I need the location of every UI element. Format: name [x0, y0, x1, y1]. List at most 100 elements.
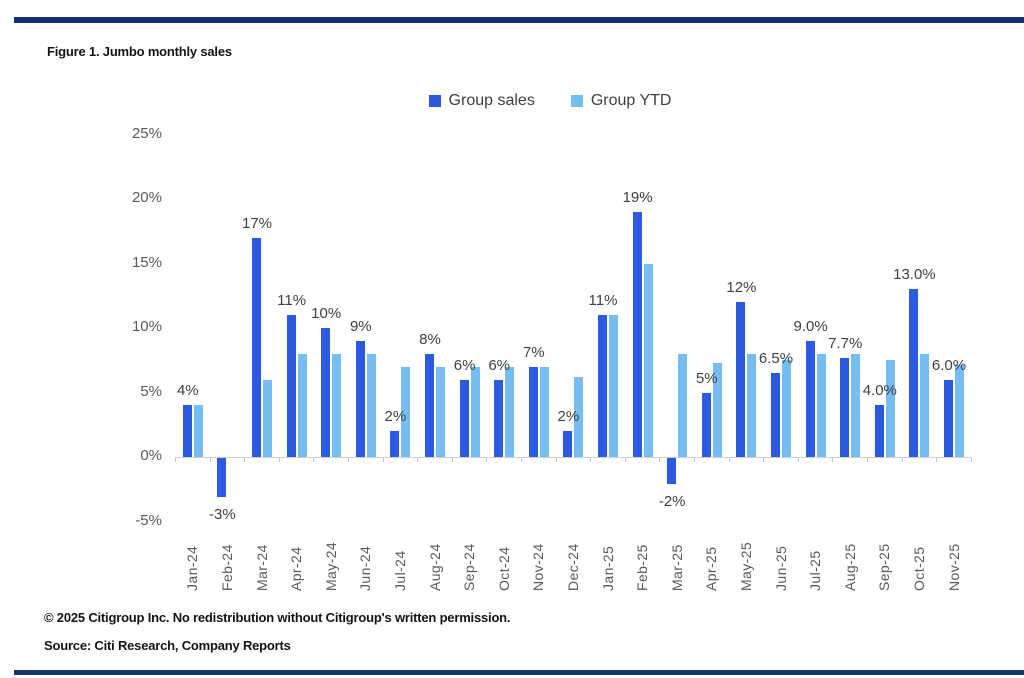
bar-group-sales [528, 366, 538, 457]
x-axis-category-label: Sep-24 [461, 543, 478, 591]
data-label: 4.0% [862, 382, 897, 400]
x-axis-category-label: Oct-24 [495, 546, 512, 591]
x-axis-category-label: Aug-25 [841, 543, 858, 591]
bar-group-ytd [816, 353, 826, 457]
x-axis-tick [901, 457, 903, 462]
x-axis-category-label: Jun-24 [357, 545, 374, 591]
x-axis-category-label: Apr-25 [703, 546, 720, 591]
x-axis-tick [867, 457, 868, 462]
bar-group-sales [771, 373, 780, 457]
x-axis-tick [694, 457, 695, 462]
data-label: 9% [349, 317, 372, 335]
bar-group-ytd [436, 366, 445, 457]
bar-group-sales [459, 379, 469, 457]
bar-group-ytd [332, 353, 342, 457]
bar-group-sales [874, 405, 884, 457]
bar-group-sales [286, 315, 296, 457]
bar-group-sales [667, 458, 677, 484]
data-label: 2% [384, 408, 407, 426]
x-axis-category-label: Jul-24 [391, 550, 408, 591]
bar-group-sales [252, 237, 261, 457]
bar-group-sales [701, 392, 711, 457]
x-axis-category-label: Aug-24 [426, 543, 443, 591]
y-axis-tick-label: -5% [135, 511, 162, 529]
x-axis-tick [728, 457, 730, 462]
x-axis-tick [313, 457, 315, 462]
bar-group-sales [425, 353, 434, 457]
bar-group-sales [840, 357, 850, 457]
legend-label-group-ytd: Group YTD [590, 92, 672, 109]
bar-group-sales [805, 340, 815, 457]
x-axis-tick [175, 457, 176, 462]
y-axis-tick-label: 10% [131, 318, 162, 335]
x-axis-tick [832, 457, 834, 462]
bar-group-ytd [539, 366, 549, 457]
bar-group-sales [390, 431, 400, 457]
bar-group-sales [321, 328, 331, 457]
bar-group-ytd [712, 362, 722, 457]
x-axis-tick [521, 457, 522, 462]
data-label: 19% [622, 188, 653, 206]
data-label: 6% [453, 356, 476, 374]
copyright-text: © 2025 Citigroup Inc. No redistribution … [44, 610, 511, 625]
data-label: 7.7% [828, 334, 863, 352]
x-axis-tick [244, 457, 246, 462]
bar-group-ytd [885, 360, 895, 457]
bar-group-ytd [297, 353, 307, 457]
bar-group-ytd [609, 315, 618, 457]
x-axis-category-label: Jan-24 [184, 545, 201, 591]
x-axis-category-label: Jan-25 [599, 545, 616, 591]
bar-group-sales [909, 289, 919, 457]
x-axis-category-label: Mar-25 [668, 544, 685, 591]
x-axis-tick [659, 457, 661, 462]
x-axis-category-label: Sep-25 [876, 543, 893, 591]
data-label: 12% [726, 279, 757, 297]
y-axis-tick-label: 20% [131, 189, 162, 206]
bar-group-ytd [193, 405, 203, 457]
x-axis-category-label: Dec-24 [564, 543, 581, 591]
bar-group-ytd [643, 263, 653, 457]
x-axis-category-label: Feb-25 [634, 544, 651, 591]
chart-legend: Group sales Group YTD [90, 92, 1010, 110]
bar-group-ytd [366, 353, 376, 457]
data-label: 17% [241, 214, 273, 232]
top-rule [14, 17, 1024, 23]
group-sales-swatch-icon [428, 95, 441, 107]
bar-group-ytd [470, 366, 480, 457]
x-axis-tick [763, 457, 765, 462]
bar-group-ytd [920, 353, 930, 457]
x-axis-tick [278, 457, 280, 462]
bar-group-sales [736, 302, 746, 457]
y-axis-tick-label: 0% [140, 447, 162, 464]
data-label: 4% [176, 382, 199, 400]
data-label: 7% [522, 343, 545, 361]
x-axis-tick [348, 457, 349, 462]
bar-group-ytd [851, 353, 861, 457]
x-axis-category-label: Apr-24 [288, 546, 305, 591]
x-axis-tick [209, 457, 211, 462]
data-label: 6.5% [758, 350, 794, 368]
bar-group-ytd [678, 353, 688, 457]
source-text: Source: Citi Research, Company Reports [44, 638, 291, 653]
x-axis-tick [451, 457, 453, 462]
x-axis-category-label: May-24 [322, 541, 339, 591]
bar-group-ytd [782, 360, 791, 457]
group-ytd-swatch-icon [570, 95, 583, 107]
data-label: 6.0% [931, 356, 967, 374]
bar-group-sales [563, 431, 573, 457]
data-label: 10% [311, 305, 342, 322]
data-label: 11% [588, 292, 618, 310]
x-axis-category-label: Nov-24 [530, 543, 547, 591]
x-axis-tick [486, 457, 488, 462]
data-label: 2% [557, 408, 580, 426]
x-axis-tick [797, 457, 799, 462]
data-label: 5% [695, 369, 718, 387]
bar-group-ytd [263, 379, 272, 457]
bar-group-sales [217, 458, 227, 497]
x-axis-category-label: Feb-24 [218, 544, 235, 591]
bottom-rule [14, 670, 1024, 675]
bar-group-ytd [505, 366, 515, 457]
bar-group-sales [494, 379, 504, 457]
data-label: -2% [658, 492, 686, 510]
x-axis-category-label: Jun-25 [772, 545, 789, 591]
